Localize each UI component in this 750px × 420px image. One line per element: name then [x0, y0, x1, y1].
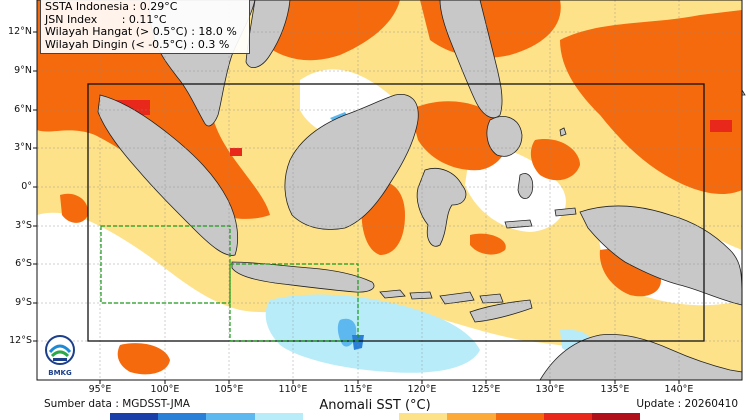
bmkg-logo-text: BMKG [48, 369, 72, 377]
cool-anomaly-areas [265, 112, 594, 373]
australia-coast [539, 333, 743, 381]
lon-label: 115°E [343, 384, 373, 395]
lon-label: 140°E [664, 384, 694, 395]
lon-label: 135°E [600, 384, 630, 395]
lesser-sunda-islands [379, 289, 504, 305]
lon-label: 125°E [471, 384, 501, 395]
update-date-text: Update : 20260410 [636, 398, 738, 410]
colorbar-segment [206, 413, 255, 420]
lat-label: 3°S [15, 220, 32, 231]
colorbar-segment [591, 413, 641, 420]
sulawesi-island [416, 168, 467, 247]
map-title: Anomali SST (°C) [319, 398, 431, 413]
lon-label: 105°E [214, 384, 244, 395]
data-source-text: Sumber data : MGDSST-JMA [44, 398, 190, 410]
lat-label: 3°N [14, 142, 32, 153]
timor-island [469, 299, 533, 323]
stats-info-box: SSTA Indonesia : 0.29°C JSN Index : 0.11… [40, 0, 250, 54]
colorbar-segment [350, 413, 400, 420]
map-frame [36, 0, 743, 381]
mindanao-island [486, 116, 523, 157]
lat-label: 6°S [15, 258, 32, 269]
lat-label: 12°S [9, 335, 32, 346]
lat-label: 12°N [8, 26, 32, 37]
lon-label: 110°E [278, 384, 308, 395]
lon-label: 100°E [150, 384, 180, 395]
axis-ticks [33, 31, 680, 384]
borneo-island [284, 93, 419, 230]
warm-region-text: Wilayah Hangat (> 0.5°C) : 18.0 % [45, 25, 237, 38]
indonesia-region-box [87, 83, 705, 342]
colorbar-segment [254, 413, 303, 420]
lat-label: 6°N [14, 104, 32, 115]
lat-label: 0° [21, 181, 32, 192]
lon-label: 130°E [535, 384, 565, 395]
lon-label: 95°E [88, 384, 112, 395]
colorbar-segment [110, 413, 159, 420]
java-island [231, 261, 375, 293]
philippines-island [439, 0, 503, 119]
palau-islands [559, 127, 567, 137]
sumatra-island [97, 94, 239, 256]
colorbar-segment [447, 413, 496, 420]
colorbar-segment [158, 413, 207, 420]
jsn-region-boxes [100, 225, 359, 342]
lon-label: 120°E [407, 384, 437, 395]
landmasses [97, 0, 746, 381]
colorbar-segment [495, 413, 544, 420]
cold-region-text: Wilayah Dingin (< -0.5°C) : 0.3 % [45, 37, 230, 51]
lat-label: 9°S [15, 297, 32, 308]
colorbar-segment [399, 413, 448, 420]
jsn-index-text: JSN Index : 0.11°C [45, 12, 167, 26]
ssta-indonesia-text: SSTA Indonesia : 0.29°C [45, 0, 178, 13]
colorbar-segment [302, 413, 351, 420]
colorbar-segment [543, 413, 592, 420]
anomaly-colorbar [110, 413, 641, 420]
bmkg-logo [45, 335, 75, 365]
lat-label: 9°N [14, 65, 32, 76]
